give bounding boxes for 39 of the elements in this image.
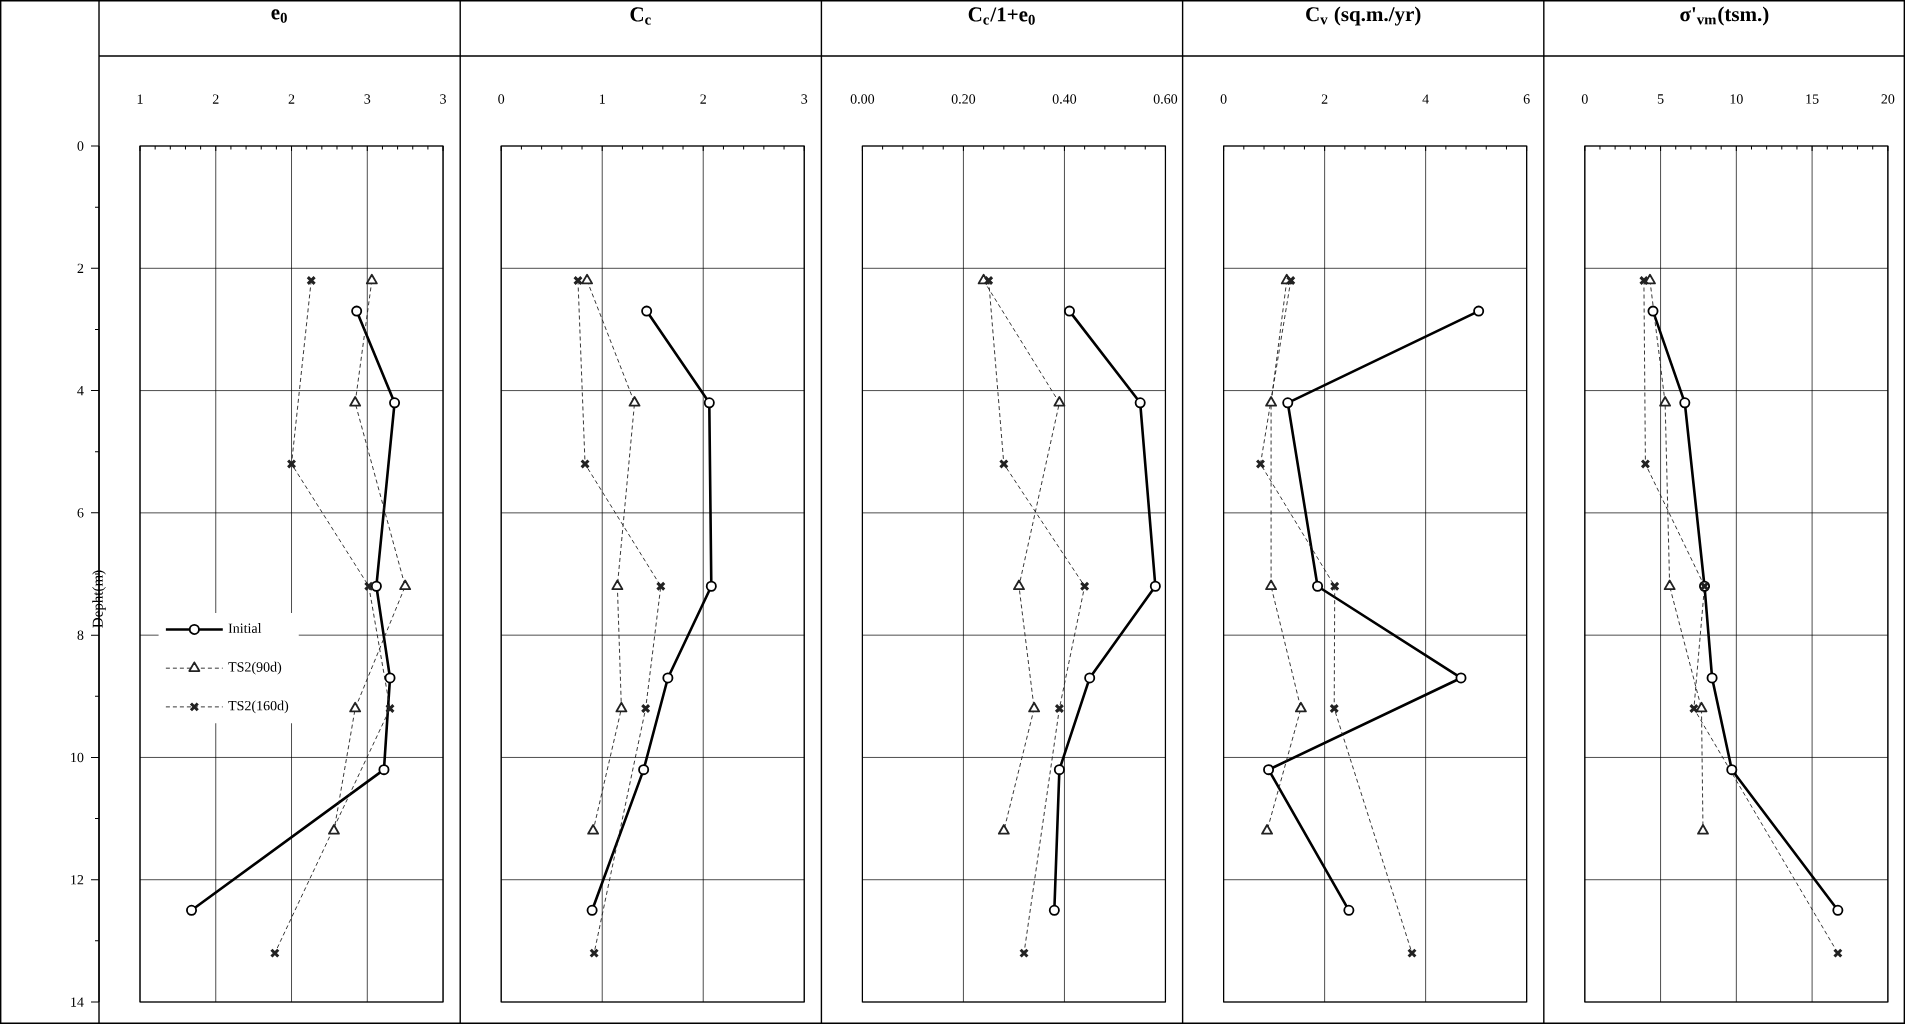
- x-tick-label: 0.20: [951, 94, 976, 104]
- x-tick-label: 0.60: [1153, 94, 1178, 104]
- x-tick-label: 5: [1657, 94, 1664, 104]
- x-tick-label: 0.40: [1052, 94, 1077, 104]
- x-tick-label: 2: [212, 94, 219, 104]
- legend-label: Initial: [228, 623, 262, 633]
- y-axis-title: Depht(m): [92, 570, 106, 628]
- x-tick-label: 6: [1523, 94, 1530, 104]
- x-tick-label: 20: [1881, 94, 1895, 104]
- x-tick-label: 2: [700, 94, 706, 104]
- x-tick-label: 2: [288, 94, 295, 104]
- y-tick-label: 4: [77, 385, 84, 396]
- chart-title: σ'$_{vm}$(tsm.): [1680, 6, 1769, 26]
- y-tick-label: 6: [77, 508, 84, 518]
- y-tick-label: 10: [71, 752, 84, 763]
- y-tick-label: 12: [71, 875, 84, 885]
- x-tick-label: 4: [1422, 94, 1429, 104]
- chart-title: e$_{0}$: [271, 9, 287, 23]
- x-tick-label: 10: [1730, 94, 1743, 104]
- x-tick-label: 1: [599, 94, 605, 104]
- x-tick-label: 0: [1220, 94, 1227, 104]
- legend-label: TS2(90d): [228, 661, 282, 675]
- x-tick-label: 0: [1581, 94, 1588, 104]
- x-tick-label: 2: [1321, 94, 1328, 104]
- y-tick-label: 2: [77, 263, 84, 273]
- x-tick-label: 3: [801, 94, 808, 104]
- x-tick-label: 0: [498, 94, 505, 104]
- legend-label: TS2(160d): [228, 700, 289, 714]
- chart-title: C$_{c}$: [630, 7, 651, 25]
- x-tick-label: 15: [1806, 94, 1819, 104]
- x-tick-label: 0.00: [850, 94, 875, 104]
- x-tick-label: 3: [364, 94, 371, 104]
- y-tick-label: 8: [77, 630, 84, 640]
- chart-title: C$_{c}$/1+e$_{0}$: [968, 7, 1035, 25]
- x-tick-label: 1: [137, 94, 143, 104]
- y-tick-label: 14: [71, 997, 84, 1007]
- y-tick-label: 0: [77, 141, 84, 151]
- chart-title: C$_{v}$ (sq.m./yr): [1306, 6, 1421, 26]
- x-tick-label: 3: [440, 94, 447, 104]
